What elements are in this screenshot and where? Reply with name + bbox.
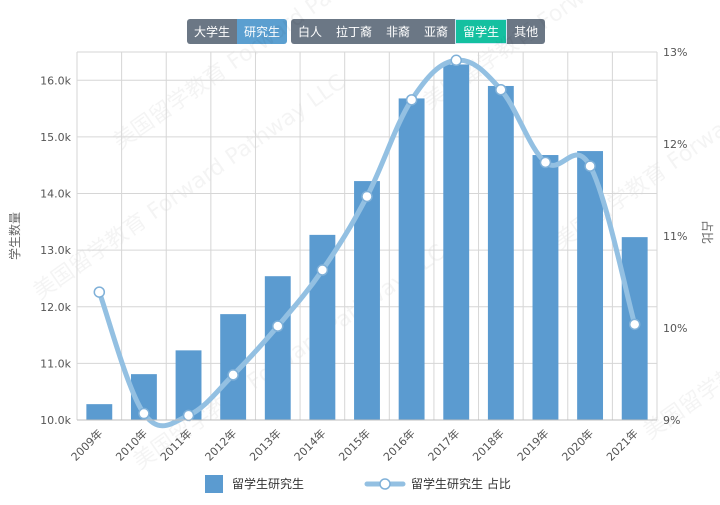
y-right-tick-label: 11% — [663, 230, 687, 243]
ratio-point-2018年 — [495, 83, 507, 96]
ratio-point-2011年 — [182, 409, 195, 422]
ratio-point-2020年 — [584, 160, 596, 172]
y-left-tick-label: 10.0k — [40, 414, 71, 427]
x-tick-label: 2013年 — [246, 426, 283, 463]
legend-swatch-bar — [205, 475, 223, 493]
bar-2013年 — [264, 276, 291, 420]
bar-2016年 — [398, 98, 425, 420]
ratio-point-2010年 — [138, 407, 150, 420]
ratio-point-2019年 — [539, 156, 552, 169]
level-toggle-graduate[interactable]: 研究生 — [237, 19, 288, 44]
ratio-point-2014年 — [316, 264, 329, 276]
x-tick-label: 2015年 — [336, 426, 373, 463]
bar-2019年 — [532, 155, 559, 421]
y-right-tick-label: 9% — [663, 414, 680, 427]
group-toggle-hispanic[interactable]: 拉丁裔 — [329, 19, 380, 44]
bar-2015年 — [354, 181, 380, 420]
y-right-tick-label: 13% — [663, 46, 687, 59]
group-toggle-white[interactable]: 白人 — [291, 19, 330, 44]
ratio-point-2013年 — [272, 320, 284, 332]
x-tick-label: 2020年 — [559, 426, 596, 463]
ratio-point-2009年 — [93, 286, 106, 298]
y-left-tick-label: 14.0k — [40, 188, 71, 201]
bar-2009年 — [86, 404, 113, 420]
x-tick-label: 2016年 — [380, 426, 417, 463]
x-tick-label: 2021年 — [603, 426, 640, 463]
y-left-tick-label: 13.0k — [40, 244, 71, 257]
y-left-axis-label: 学生数量 — [7, 212, 22, 260]
legend-label-bar: 留学生研究生 — [232, 476, 304, 491]
group-toggle-asian[interactable]: 亚裔 — [417, 19, 456, 44]
group-toggle: 白人 拉丁裔 非裔 亚裔 留学生 其他 — [291, 19, 546, 44]
legend-label-line: 留学生研究生 占比 — [411, 476, 511, 491]
x-tick-label: 2009年 — [68, 426, 105, 463]
level-toggle-undergrad[interactable]: 大学生 — [187, 19, 238, 44]
x-tick-label: 2017年 — [425, 426, 462, 463]
y-left-tick-label: 11.0k — [40, 357, 71, 370]
ratio-point-2016年 — [405, 94, 418, 106]
x-tick-label: 2014年 — [291, 426, 328, 463]
ratio-point-2012年 — [227, 369, 239, 381]
bar-2018年 — [487, 85, 514, 420]
bar-2017年 — [443, 64, 470, 420]
ratio-point-2017年 — [450, 54, 462, 67]
legend: 留学生研究生 留学生研究生 占比 — [205, 475, 511, 493]
y-left-tick-label: 15.0k — [40, 131, 71, 144]
y-right-tick-label: 12% — [663, 138, 687, 151]
ratio-point-2015年 — [361, 190, 373, 203]
y-left-tick-label: 16.0k — [40, 74, 71, 87]
x-tick-label: 2012年 — [202, 426, 239, 463]
bars — [86, 64, 648, 421]
group-toggle-other[interactable]: 其他 — [507, 19, 546, 44]
bar-2020年 — [577, 151, 604, 421]
group-toggle-black[interactable]: 非裔 — [379, 19, 418, 44]
ratio-line — [93, 54, 641, 429]
y-right-tick-label: 10% — [663, 322, 687, 335]
y-left-tick-label: 12.0k — [40, 301, 71, 314]
y-right-axis-label: 占比 — [700, 220, 715, 244]
level-toggle: 大学生 研究生 — [187, 19, 288, 44]
x-tick-label: 2018年 — [469, 426, 506, 463]
legend-swatch-point — [379, 478, 391, 490]
bar-2014年 — [309, 234, 336, 420]
group-toggle-international[interactable]: 留学生 — [455, 19, 508, 44]
ratio-point-2021年 — [628, 318, 641, 331]
x-tick-label: 2019年 — [514, 426, 551, 463]
